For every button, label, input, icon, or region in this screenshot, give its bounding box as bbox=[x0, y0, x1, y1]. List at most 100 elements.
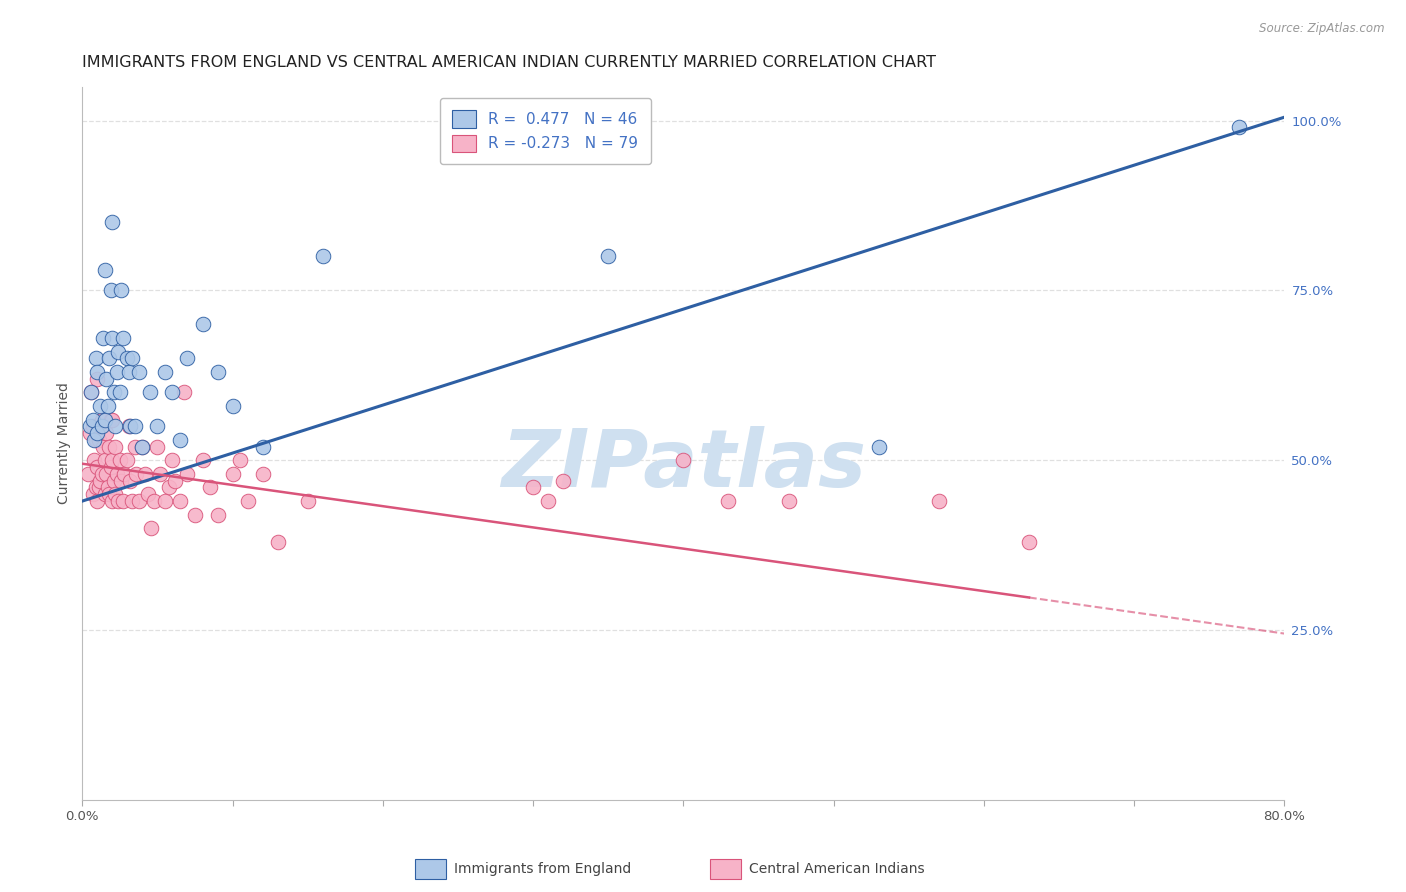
Point bbox=[103, 474, 125, 488]
Point bbox=[266, 534, 288, 549]
Point bbox=[553, 474, 575, 488]
Point bbox=[94, 487, 117, 501]
Point bbox=[86, 365, 108, 379]
Point bbox=[117, 453, 139, 467]
Point bbox=[107, 494, 129, 508]
Point bbox=[118, 365, 141, 379]
Point bbox=[103, 385, 125, 400]
Text: ZIPatlas: ZIPatlas bbox=[501, 425, 866, 504]
Point bbox=[131, 440, 153, 454]
Point bbox=[94, 412, 117, 426]
Point bbox=[120, 474, 142, 488]
Point bbox=[91, 331, 114, 345]
Point bbox=[105, 467, 128, 481]
Point bbox=[82, 487, 104, 501]
Point bbox=[79, 419, 101, 434]
Point bbox=[159, 481, 181, 495]
Point bbox=[94, 263, 117, 277]
Point bbox=[176, 351, 198, 366]
Point bbox=[598, 250, 620, 264]
Point bbox=[153, 494, 176, 508]
Point bbox=[82, 419, 104, 434]
Point bbox=[928, 494, 950, 508]
Point bbox=[149, 467, 172, 481]
Text: Source: ZipAtlas.com: Source: ZipAtlas.com bbox=[1260, 22, 1385, 36]
Point bbox=[86, 460, 108, 475]
Point bbox=[252, 440, 274, 454]
Point bbox=[105, 365, 128, 379]
Point bbox=[207, 365, 229, 379]
Point bbox=[229, 453, 252, 467]
Point bbox=[91, 440, 114, 454]
Text: Central American Indians: Central American Indians bbox=[749, 862, 925, 876]
Point bbox=[868, 440, 890, 454]
Point bbox=[111, 331, 134, 345]
Text: Immigrants from England: Immigrants from England bbox=[454, 862, 631, 876]
Point bbox=[98, 440, 121, 454]
Point bbox=[121, 494, 143, 508]
Point bbox=[101, 412, 124, 426]
Point bbox=[86, 426, 108, 441]
Point bbox=[778, 494, 800, 508]
Point bbox=[89, 474, 111, 488]
Point bbox=[124, 419, 146, 434]
Point bbox=[207, 508, 229, 522]
Point bbox=[162, 385, 184, 400]
Point bbox=[173, 385, 195, 400]
Point bbox=[80, 385, 103, 400]
Point bbox=[96, 372, 118, 386]
Point bbox=[104, 487, 127, 501]
Point bbox=[297, 494, 319, 508]
Point bbox=[83, 453, 105, 467]
Point bbox=[138, 487, 160, 501]
Point bbox=[90, 412, 112, 426]
Point bbox=[139, 385, 162, 400]
Point bbox=[108, 385, 131, 400]
Point bbox=[184, 508, 207, 522]
Point bbox=[86, 372, 108, 386]
Point bbox=[143, 494, 166, 508]
Point bbox=[124, 440, 146, 454]
Point bbox=[86, 426, 108, 441]
Point bbox=[120, 419, 142, 434]
Text: IMMIGRANTS FROM ENGLAND VS CENTRAL AMERICAN INDIAN CURRENTLY MARRIED CORRELATION: IMMIGRANTS FROM ENGLAND VS CENTRAL AMERI… bbox=[83, 55, 936, 70]
Point bbox=[146, 419, 169, 434]
Point bbox=[100, 460, 122, 475]
Point bbox=[79, 426, 101, 441]
Point bbox=[94, 453, 117, 467]
Point bbox=[84, 351, 107, 366]
Point bbox=[96, 426, 118, 441]
Point bbox=[98, 351, 121, 366]
Point bbox=[1018, 534, 1040, 549]
Y-axis label: Currently Married: Currently Married bbox=[58, 383, 72, 504]
Point bbox=[169, 433, 191, 447]
Point bbox=[134, 467, 156, 481]
Point bbox=[82, 412, 104, 426]
Point bbox=[101, 494, 124, 508]
Point bbox=[107, 344, 129, 359]
Point bbox=[101, 331, 124, 345]
Point bbox=[198, 481, 221, 495]
Point bbox=[141, 521, 163, 535]
Point bbox=[125, 467, 148, 481]
Point bbox=[112, 467, 135, 481]
Point bbox=[165, 474, 187, 488]
Point bbox=[101, 215, 124, 229]
Point bbox=[176, 467, 198, 481]
Point bbox=[89, 399, 111, 413]
Point bbox=[162, 453, 184, 467]
Point bbox=[97, 399, 120, 413]
Point bbox=[131, 440, 153, 454]
Point bbox=[108, 453, 131, 467]
Point bbox=[252, 467, 274, 481]
Point bbox=[117, 351, 139, 366]
Point bbox=[672, 453, 695, 467]
Point bbox=[146, 440, 169, 454]
Point bbox=[537, 494, 560, 508]
Point bbox=[110, 284, 132, 298]
Point bbox=[153, 365, 176, 379]
Point bbox=[111, 494, 134, 508]
Point bbox=[80, 385, 103, 400]
Point bbox=[97, 481, 120, 495]
Point bbox=[87, 481, 110, 495]
